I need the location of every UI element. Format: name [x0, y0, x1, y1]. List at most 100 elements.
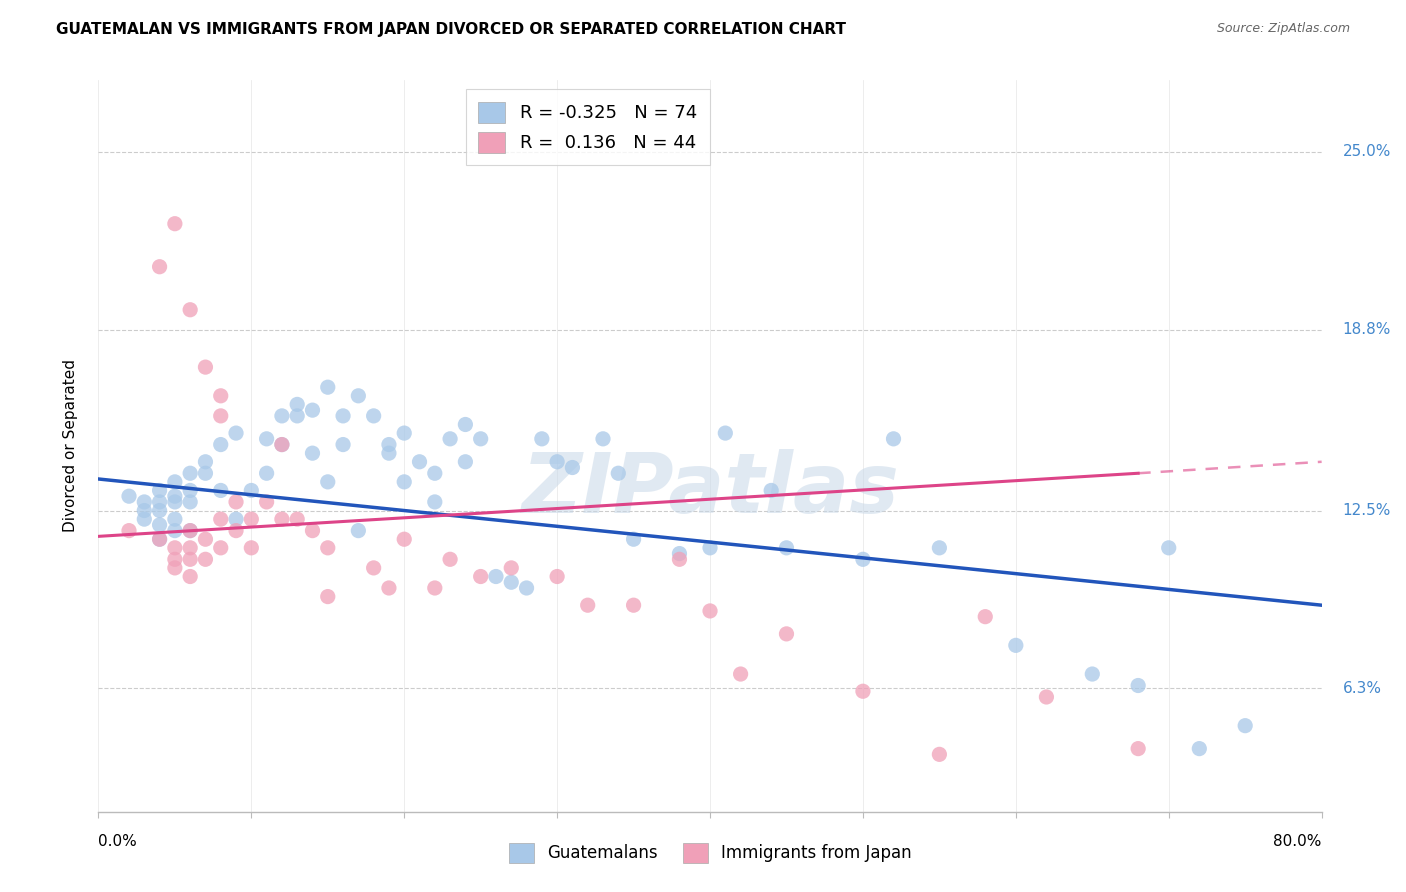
- Point: [546, 569, 568, 583]
- Point: [209, 389, 232, 403]
- Point: [270, 409, 292, 423]
- Point: [256, 467, 278, 481]
- Point: [149, 483, 172, 498]
- Point: [240, 512, 263, 526]
- Point: [118, 489, 141, 503]
- Point: [623, 533, 645, 547]
- Point: [179, 302, 201, 317]
- Point: [883, 432, 905, 446]
- Point: [392, 475, 416, 489]
- Point: [530, 432, 553, 446]
- Point: [240, 541, 263, 555]
- Point: [134, 495, 156, 509]
- Point: [1234, 719, 1257, 733]
- Point: [301, 403, 323, 417]
- Point: [623, 598, 645, 612]
- Point: [928, 747, 950, 762]
- Point: [470, 432, 492, 446]
- Point: [209, 512, 232, 526]
- Y-axis label: Divorced or Separated: Divorced or Separated: [63, 359, 77, 533]
- Point: [194, 455, 217, 469]
- Point: [270, 512, 292, 526]
- Point: [454, 455, 477, 469]
- Point: [285, 512, 308, 526]
- Point: [316, 590, 339, 604]
- Text: GUATEMALAN VS IMMIGRANTS FROM JAPAN DIVORCED OR SEPARATED CORRELATION CHART: GUATEMALAN VS IMMIGRANTS FROM JAPAN DIVO…: [56, 22, 846, 37]
- Point: [240, 483, 263, 498]
- Point: [423, 495, 446, 509]
- Point: [270, 437, 292, 451]
- Point: [1081, 667, 1104, 681]
- Point: [163, 475, 186, 489]
- Point: [149, 503, 172, 517]
- Point: [179, 495, 201, 509]
- Point: [378, 581, 401, 595]
- Point: [163, 512, 186, 526]
- Point: [179, 483, 201, 498]
- Point: [149, 533, 172, 547]
- Point: [179, 569, 201, 583]
- Point: [501, 575, 523, 590]
- Legend: Guatemalans, Immigrants from Japan: Guatemalans, Immigrants from Japan: [502, 837, 918, 869]
- Point: [194, 552, 217, 566]
- Text: 12.5%: 12.5%: [1343, 503, 1391, 518]
- Point: [1035, 690, 1057, 704]
- Point: [1188, 741, 1211, 756]
- Point: [163, 524, 186, 538]
- Point: [470, 569, 492, 583]
- Point: [852, 684, 875, 698]
- Point: [1128, 679, 1150, 693]
- Point: [163, 489, 186, 503]
- Point: [392, 533, 416, 547]
- Point: [134, 503, 156, 517]
- Point: [546, 455, 568, 469]
- Point: [668, 552, 690, 566]
- Point: [501, 561, 523, 575]
- Point: [179, 524, 201, 538]
- Text: 18.8%: 18.8%: [1343, 322, 1391, 337]
- Point: [256, 432, 278, 446]
- Point: [363, 561, 385, 575]
- Point: [714, 426, 737, 441]
- Point: [163, 495, 186, 509]
- Point: [285, 409, 308, 423]
- Point: [179, 552, 201, 566]
- Point: [363, 409, 385, 423]
- Point: [928, 541, 950, 555]
- Point: [163, 552, 186, 566]
- Point: [301, 524, 323, 538]
- Point: [1004, 638, 1026, 652]
- Point: [163, 561, 186, 575]
- Point: [408, 455, 430, 469]
- Point: [454, 417, 477, 432]
- Point: [576, 598, 599, 612]
- Point: [759, 483, 782, 498]
- Point: [378, 446, 401, 460]
- Text: ZIPatlas: ZIPatlas: [522, 450, 898, 531]
- Point: [332, 437, 354, 451]
- Point: [423, 467, 446, 481]
- Text: 25.0%: 25.0%: [1343, 145, 1391, 160]
- Point: [775, 541, 797, 555]
- Point: [347, 389, 370, 403]
- Point: [316, 380, 339, 394]
- Point: [607, 467, 630, 481]
- Point: [149, 495, 172, 509]
- Point: [516, 581, 538, 595]
- Point: [301, 446, 323, 460]
- Point: [285, 397, 308, 411]
- Point: [316, 541, 339, 555]
- Point: [209, 483, 232, 498]
- Point: [316, 475, 339, 489]
- Point: [852, 552, 875, 566]
- Point: [378, 437, 401, 451]
- Point: [149, 533, 172, 547]
- Text: 80.0%: 80.0%: [1274, 834, 1322, 849]
- Point: [256, 495, 278, 509]
- Point: [730, 667, 752, 681]
- Point: [149, 260, 172, 274]
- Point: [699, 604, 721, 618]
- Text: 6.3%: 6.3%: [1343, 681, 1382, 696]
- Point: [163, 541, 186, 555]
- Point: [225, 524, 247, 538]
